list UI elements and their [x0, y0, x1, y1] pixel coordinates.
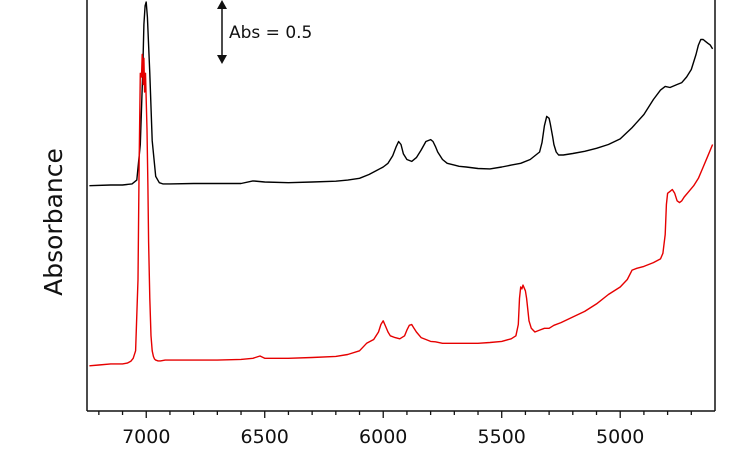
arrow-down-icon	[217, 55, 227, 64]
x-tick-label: 6500	[241, 426, 289, 448]
series-group	[89, 1, 714, 367]
series-line-2	[89, 53, 714, 367]
x-tick-label: 7000	[122, 426, 170, 448]
x-tick-label: 5000	[596, 426, 644, 448]
arrow-up-icon	[217, 0, 227, 9]
scale-label: Abs = 0.5	[229, 23, 312, 43]
x-ticks: 7000 6500 6000 5500 5000	[98, 411, 692, 448]
series-line-1	[89, 1, 714, 187]
y-axis-label: Absorbance	[39, 148, 68, 296]
plot-axes	[86, 0, 716, 412]
scale-annotation: Abs = 0.5	[217, 0, 312, 64]
x-tick-label: 5500	[478, 426, 526, 448]
x-tick-label: 6000	[359, 426, 407, 448]
